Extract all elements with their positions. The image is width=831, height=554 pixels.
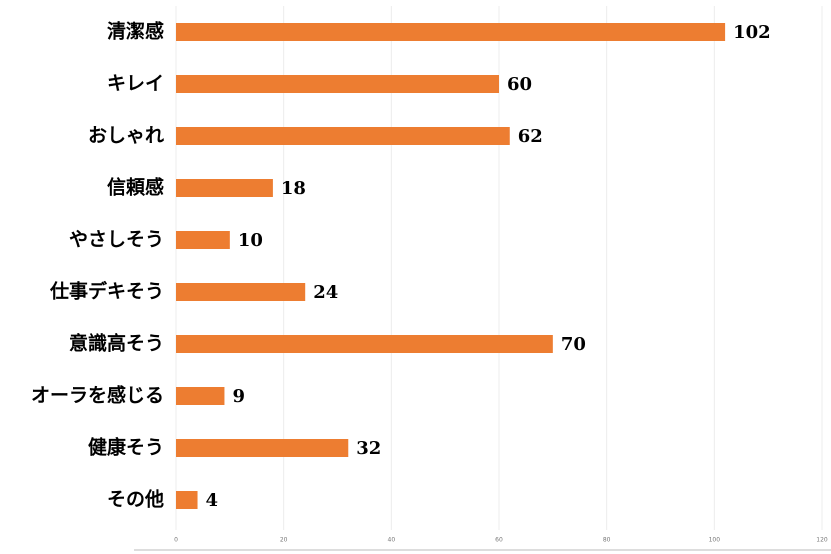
bar [176,335,553,353]
y-tick-label: 意識高そう [69,332,164,355]
y-tick-label: やさしそう [69,229,164,251]
data-label: 9 [232,386,245,407]
x-tick-label: 80 [603,537,611,544]
data-label: 102 [733,22,771,43]
y-tick-label: キレイ [107,73,164,95]
bar [176,387,225,405]
x-tick-label: 100 [709,537,721,544]
x-tick-label: 120 [816,537,828,544]
y-tick-label: おしゃれ [88,125,164,147]
data-label: 32 [356,438,381,459]
x-tick-label: 60 [495,537,503,544]
y-tick-label: オーラを感じる [31,384,164,407]
data-label: 70 [561,334,586,355]
y-tick-label: 健康そう [88,436,164,459]
bar [176,231,230,249]
bar [176,491,198,509]
data-label: 4 [206,490,219,511]
bar [176,75,499,93]
bar [176,23,726,41]
data-label: 60 [507,74,532,95]
y-tick-label: 仕事デキそう [49,280,164,303]
data-label: 10 [238,230,263,251]
y-tick-label: 信頼感 [107,176,164,199]
x-tick-label: 40 [388,537,396,544]
x-tick-label: 20 [280,537,288,544]
bar [176,283,306,301]
bar [176,439,349,457]
y-tick-label: その他 [107,488,164,511]
data-label: 24 [313,282,338,303]
data-label: 62 [518,126,543,147]
data-label: 18 [281,178,306,199]
bar [176,127,510,145]
x-tick-label: 0 [174,537,178,544]
bar [176,179,273,197]
y-tick-label: 清潔感 [107,20,164,43]
